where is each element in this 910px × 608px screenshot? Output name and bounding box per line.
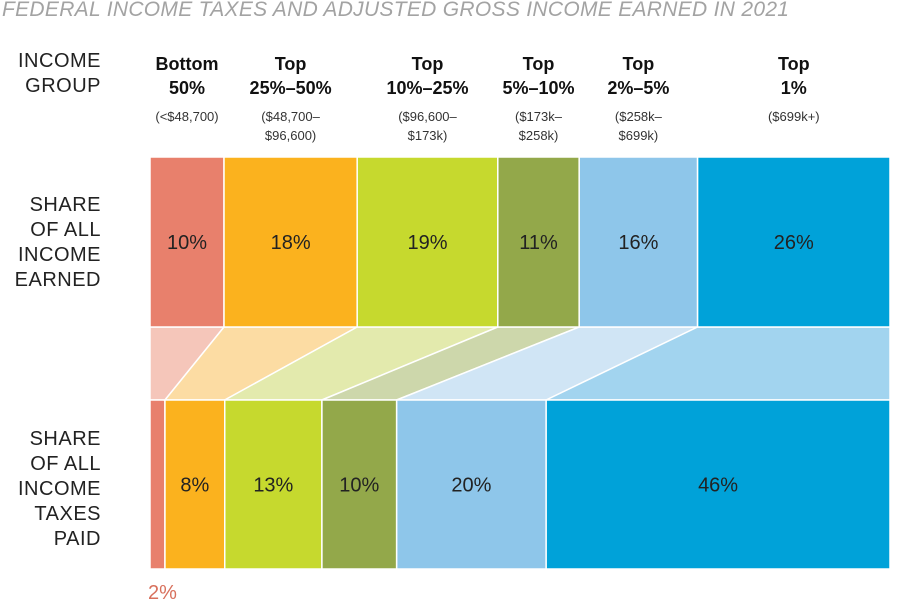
income-group-name: Top 25%–50% <box>249 54 332 98</box>
tax-bar <box>321 399 398 570</box>
category-header-label: INCOME GROUP <box>18 50 101 97</box>
income-value-label: 19% <box>407 232 447 254</box>
tax-value-label: 13% <box>253 475 293 497</box>
tax-bar <box>545 399 891 570</box>
income-bar <box>149 156 225 328</box>
income-value-label: 16% <box>618 232 658 254</box>
income-bar <box>497 156 580 328</box>
income-group-header: Bottom 50% (<$48,700) <box>155 52 218 126</box>
income-group-name: Top 5%–10% <box>502 54 575 98</box>
chart-title: FEDERAL INCOME TAXES AND ADJUSTED GROSS … <box>2 0 790 21</box>
income-group-range: ($96,600– $173k) <box>398 109 457 143</box>
income-group-range: ($173k– $258k) <box>515 109 562 143</box>
income-bar <box>696 156 891 328</box>
row-label-taxes-paid: SHARE OF ALL INCOME TAXES PAID <box>18 428 101 550</box>
income-value-label: 18% <box>271 232 311 254</box>
income-group-header: Top 25%–50% ($48,700– $96,600) <box>250 52 332 145</box>
income-group-range: (<$48,700) <box>155 109 219 124</box>
income-group-header: Top 1% ($699k+) <box>768 52 820 126</box>
tax-value-label: 10% <box>339 475 379 497</box>
income-group-range: ($48,700– $96,600) <box>261 109 320 143</box>
income-value-label: 11% <box>519 232 558 254</box>
income-group-range: ($258k– $699k) <box>614 109 662 143</box>
income-value-label: 10% <box>167 232 207 254</box>
tax-bar <box>149 399 166 570</box>
income-bar <box>223 156 358 328</box>
tax-value-label: 8% <box>180 475 209 497</box>
income-group-name: Top 2%–5% <box>607 54 670 98</box>
income-group-header: Top 10%–25% ($96,600– $173k) <box>386 52 468 145</box>
income-bar <box>578 156 699 328</box>
income-group-name: Top 10%–25% <box>386 54 469 98</box>
income-group-header: Top 5%–10% ($173k– $258k) <box>502 52 574 145</box>
income-bar <box>356 156 499 328</box>
income-value-label: 26% <box>774 232 814 254</box>
income-group-name: Bottom 50% <box>155 54 219 98</box>
bottom-50-tax-label: 2% <box>148 582 177 604</box>
row-label-income-earned: SHARE OF ALL INCOME EARNED <box>14 194 101 291</box>
income-group-range: ($699k+) <box>767 109 820 124</box>
tax-value-label: 46% <box>698 475 738 497</box>
tax-bar <box>395 399 547 570</box>
income-group-name: Top 1% <box>777 54 810 98</box>
income-group-header: Top 2%–5% ($258k– $699k) <box>607 52 669 145</box>
tax-value-label: 20% <box>451 475 491 497</box>
